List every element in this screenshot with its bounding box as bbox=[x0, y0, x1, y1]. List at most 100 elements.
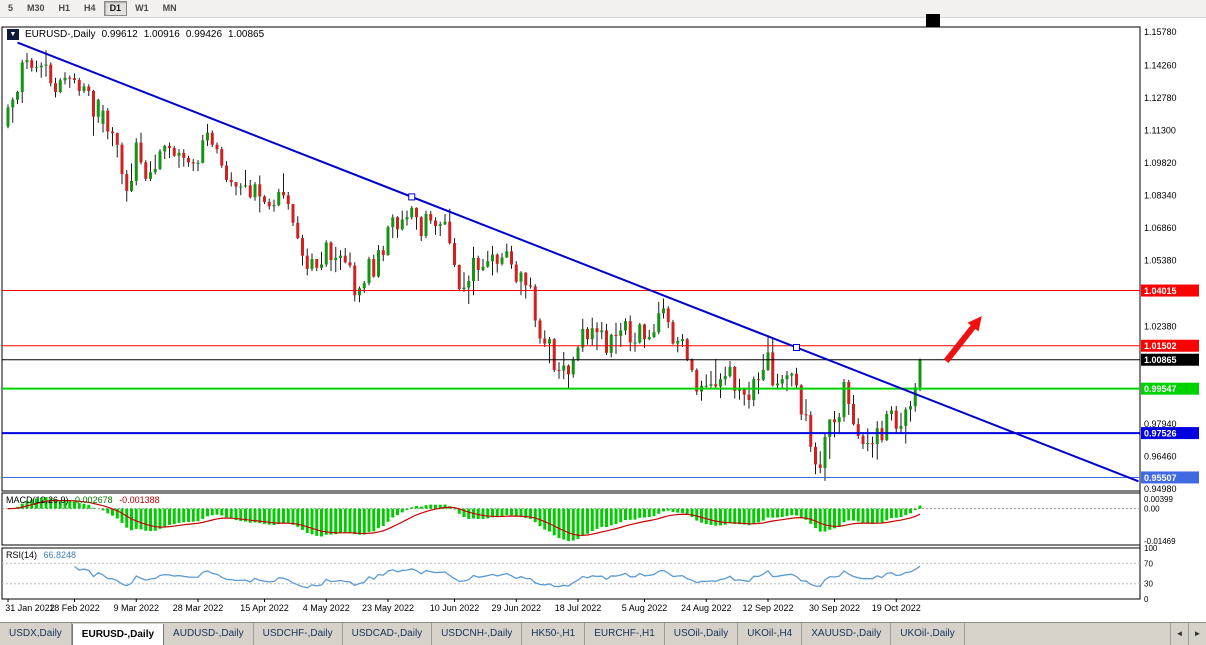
chart-tab-eurchf-h1[interactable]: EURCHF-,H1 bbox=[585, 623, 665, 645]
price-level-badge-label: 0.99547 bbox=[1144, 384, 1177, 394]
price-tick-label: 1.14260 bbox=[1144, 60, 1177, 70]
price-tick-label: 1.06860 bbox=[1144, 223, 1177, 233]
chart-symbol-period: EURUSD-,Daily bbox=[25, 29, 96, 40]
price-tick-label: 1.08340 bbox=[1144, 191, 1177, 201]
date-tick-label: 15 Apr 2022 bbox=[240, 603, 289, 613]
date-tick-label: 18 Jul 2022 bbox=[555, 603, 602, 613]
date-tick-label: 5 Aug 2022 bbox=[622, 603, 668, 613]
date-tick-label: 9 Mar 2022 bbox=[113, 603, 159, 613]
chart-shift-marker-icon[interactable] bbox=[926, 14, 940, 27]
timeframe-toolbar: 5 M30 H1 H4 D1 W1 MN bbox=[0, 0, 1206, 18]
trendline-anchor-marker[interactable] bbox=[793, 343, 800, 351]
price-level-badge bbox=[1141, 353, 1199, 366]
chart-tab-usoil-daily[interactable]: USOil-,Daily bbox=[665, 623, 739, 645]
price-tick-label: 0.97940 bbox=[1144, 419, 1177, 429]
ohlc-close: 1.00865 bbox=[228, 29, 265, 40]
date-tick-label: 10 Jun 2022 bbox=[430, 603, 480, 613]
rsi-axis-label: 100 bbox=[1144, 544, 1158, 553]
horizontal-levels[interactable] bbox=[2, 290, 1140, 478]
price-tick-label: 0.94980 bbox=[1144, 484, 1177, 494]
price-level-badge-label: 0.95507 bbox=[1144, 473, 1177, 483]
price-level-badge bbox=[1141, 339, 1199, 352]
candlesticks[interactable] bbox=[6, 50, 922, 481]
breakout-arrow-icon[interactable] bbox=[943, 316, 982, 364]
rsi-title: RSI(14) 66.8248 bbox=[6, 550, 76, 560]
timeframe-button-h4[interactable]: H4 bbox=[84, 3, 96, 13]
timeframe-button-h1[interactable]: H1 bbox=[58, 3, 71, 13]
date-tick-label: 29 Jun 2022 bbox=[491, 603, 541, 613]
chart-tab-xauusd-daily[interactable]: XAUUSD-,Daily bbox=[802, 623, 892, 645]
price-tick-label: 1.15780 bbox=[1144, 27, 1177, 37]
timeframe-button-5[interactable]: 5 bbox=[8, 3, 14, 13]
timeframe-button-mn[interactable]: MN bbox=[162, 3, 177, 13]
chart-tab-usdcnh-daily[interactable]: USDCNH-,Daily bbox=[432, 623, 523, 645]
date-tick-label: 18 Feb 2022 bbox=[49, 603, 100, 613]
rsi-value: 66.8248 bbox=[43, 550, 77, 560]
timeframe-button-w1[interactable]: W1 bbox=[135, 3, 149, 13]
macd-axis-zero: 0.00 bbox=[1144, 505, 1160, 514]
price-level-badge-label: 1.00865 bbox=[1144, 355, 1177, 365]
price-tick-label: 1.11300 bbox=[1144, 125, 1176, 135]
price-tick-label: 1.05380 bbox=[1144, 256, 1177, 266]
ohlc-high: 1.00916 bbox=[143, 29, 180, 40]
price-level-badge bbox=[1141, 427, 1199, 440]
tab-scroll-controls: ◄ ► bbox=[1170, 623, 1206, 645]
date-tick-label: 30 Sep 2022 bbox=[809, 603, 860, 613]
chart-tab-hk50-h1[interactable]: HK50-,H1 bbox=[522, 623, 586, 645]
macd-label: MACD(12,26,9) bbox=[6, 495, 69, 505]
rsi-line bbox=[74, 565, 921, 589]
price-level-badge-label: 1.01502 bbox=[1144, 341, 1177, 351]
price-axis[interactable]: 1.15780 1.14260 1.12780 1.11300 1.09820 1.083… bbox=[1141, 27, 1199, 494]
price-level-badge bbox=[1141, 382, 1199, 395]
ohlc-open: 0.99612 bbox=[101, 29, 138, 40]
chart-tab-eurusd-daily[interactable]: EURUSD-,Daily bbox=[71, 624, 165, 645]
price-level-badge bbox=[1141, 471, 1199, 484]
rsi-label: RSI(14) bbox=[6, 550, 38, 560]
chart-tab-usdx-daily[interactable]: USDX,Daily bbox=[0, 623, 72, 645]
macd-title: MACD(12,26,9) 0.002678 -0.001388 bbox=[6, 495, 160, 505]
date-tick-label: 28 Mar 2022 bbox=[173, 603, 224, 613]
price-tick-label: 1.12780 bbox=[1144, 93, 1177, 103]
chart-tab-usdcad-daily[interactable]: USDCAD-,Daily bbox=[343, 623, 433, 645]
timeframe-button-d1[interactable]: D1 bbox=[103, 1, 128, 16]
date-tick-label: 31 Jan 2022 bbox=[5, 603, 55, 613]
chart-tab-usdchf-daily[interactable]: USDCHF-,Daily bbox=[254, 623, 343, 645]
trendline-anchor-marker[interactable] bbox=[408, 193, 416, 201]
date-tick-label: 24 Aug 2022 bbox=[681, 603, 732, 613]
macd-panel-area[interactable] bbox=[1, 492, 1141, 546]
price-level-badge-label: 0.97526 bbox=[1144, 429, 1177, 439]
symbol-tab-bar: USDX,Daily EURUSD-,Daily AUDUSD-,Daily USDC… bbox=[0, 622, 1206, 645]
price-chart[interactable]: 1.15780 1.14260 1.12780 1.11300 1.09820 1.083… bbox=[0, 0, 1206, 622]
date-tick-label: 4 May 2022 bbox=[303, 603, 350, 613]
symbol-tabs: USDX,Daily EURUSD-,Daily AUDUSD-,Daily USDC… bbox=[0, 623, 1170, 645]
macd-axis-max: 0.00399 bbox=[1144, 495, 1173, 504]
collapse-chart-icon[interactable]: ▼ bbox=[7, 29, 19, 40]
date-tick-label: 19 Oct 2022 bbox=[872, 603, 921, 613]
date-tick-label: 23 May 2022 bbox=[362, 603, 414, 613]
date-tick-label: 12 Sep 2022 bbox=[742, 603, 793, 613]
chart-tab-ukoil-h4[interactable]: UKOil-,H4 bbox=[738, 623, 803, 645]
macd-value-main: 0.002678 bbox=[75, 495, 113, 505]
price-tick-label: 0.96460 bbox=[1144, 452, 1177, 462]
rsi-panel-area[interactable] bbox=[1, 547, 1141, 600]
price-tick-label: 1.02380 bbox=[1144, 321, 1177, 331]
macd-value-signal: -0.001388 bbox=[119, 495, 160, 505]
price-level-badge bbox=[1141, 284, 1199, 297]
chart-tab-ukoil-daily[interactable]: UKOil-,Daily bbox=[891, 623, 965, 645]
chart-tab-audusd-daily[interactable]: AUDUSD-,Daily bbox=[164, 623, 254, 645]
rsi-indicator[interactable]: 100 70 30 0 bbox=[2, 544, 1158, 604]
rsi-axis-label: 70 bbox=[1144, 559, 1153, 568]
ohlc-low: 0.99426 bbox=[185, 29, 223, 40]
timeframe-button-m30[interactable]: M30 bbox=[27, 3, 45, 13]
tab-scroll-right-icon[interactable]: ► bbox=[1188, 623, 1206, 645]
macd-axis-min: -0.01469 bbox=[1144, 537, 1176, 546]
price-level-badge-label: 1.04015 bbox=[1144, 286, 1177, 296]
descending-trendline[interactable] bbox=[17, 41, 1139, 483]
macd-signal-line bbox=[7, 499, 921, 536]
tab-scroll-left-icon[interactable]: ◄ bbox=[1170, 623, 1188, 645]
rsi-axis-label: 0 bbox=[1144, 595, 1149, 604]
price-tick-label: 1.09820 bbox=[1144, 158, 1177, 168]
